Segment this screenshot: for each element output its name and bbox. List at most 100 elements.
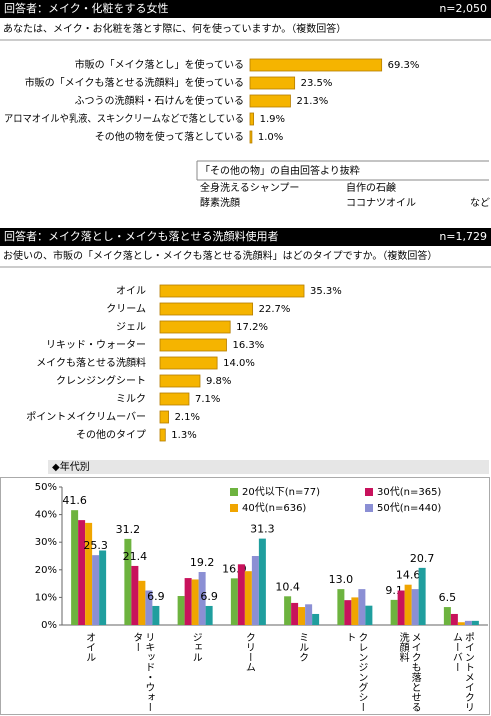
note-item: 全身洗えるシャンプー xyxy=(200,181,299,194)
value-label: 16.3% xyxy=(233,340,265,351)
value-label: 31.2 xyxy=(116,523,141,536)
bar xyxy=(184,578,192,625)
bar xyxy=(344,600,352,625)
legend-label: 20代以下(n=77) xyxy=(242,486,320,498)
bar xyxy=(92,555,100,625)
sample-size: n=2,050 xyxy=(439,2,487,15)
bar xyxy=(365,605,373,625)
category-label: メイクも落とせる洗顔料 xyxy=(36,356,146,369)
value-label: 6.9 xyxy=(147,590,165,603)
legend-label: 30代(n=365) xyxy=(377,486,441,498)
value-label: 7.1% xyxy=(195,394,220,405)
category-label: ふつうの洗顔料・石けんを使っている xyxy=(75,94,245,107)
bar xyxy=(249,58,383,72)
note-item: 自作の石鹸 xyxy=(346,181,396,194)
value-label: 25.3 xyxy=(83,539,108,552)
bar xyxy=(457,622,465,625)
bar xyxy=(244,571,252,625)
x-tick-label: ミルク xyxy=(296,632,308,662)
bar xyxy=(249,130,253,144)
value-label: 1.0% xyxy=(258,132,283,143)
category-label: その他のタイプ xyxy=(76,428,146,441)
bar xyxy=(390,599,398,625)
note-title: 「その他の物」の自由回答より抜粋 xyxy=(200,164,360,177)
value-label: 31.3 xyxy=(250,523,275,536)
bar xyxy=(312,613,320,625)
bar xyxy=(124,538,132,625)
value-label: 14.0% xyxy=(223,358,255,369)
sample-size: n=1,729 xyxy=(439,230,487,243)
bar xyxy=(159,410,169,424)
legend-swatch xyxy=(365,488,373,496)
category-label: オイル xyxy=(116,285,146,297)
respondents: 回答者：メイク落とし・メイクも落とせる洗顔料使用者 xyxy=(4,229,279,243)
note-item: ココナツオイル xyxy=(346,197,416,209)
bar xyxy=(159,302,254,316)
value-label: 9.8% xyxy=(206,376,231,387)
value-label: 19.2 xyxy=(190,556,215,569)
value-label: 21.4 xyxy=(123,550,148,563)
category-label: ミルク xyxy=(116,393,146,405)
bar xyxy=(152,605,160,625)
bar xyxy=(145,590,153,625)
note-item: など xyxy=(470,197,490,209)
header-bar xyxy=(0,0,491,18)
bar xyxy=(159,392,190,406)
value-label: 1.3% xyxy=(171,430,196,441)
chart-frame xyxy=(0,477,490,715)
x-tick-label: リキッド・ウォーター xyxy=(130,632,154,712)
value-label: 6.5 xyxy=(439,591,457,604)
category-label: クリーム xyxy=(106,303,146,315)
value-label: 10.4 xyxy=(275,580,300,593)
category-label: 市販の「メイク落とし」を使っている xyxy=(75,58,244,71)
value-label: 14.6 xyxy=(396,569,421,582)
bar xyxy=(450,613,458,625)
value-label: 13.0 xyxy=(329,573,354,586)
header-bar xyxy=(0,228,491,246)
note-item: 酵素洗顔 xyxy=(200,196,240,209)
value-label: 69.3% xyxy=(388,60,420,71)
bar xyxy=(78,520,86,625)
y-tick-label: 10% xyxy=(35,592,57,603)
bar xyxy=(159,284,305,298)
category-label: その他の物を使って落としている xyxy=(95,130,244,143)
bar xyxy=(464,620,472,625)
bar xyxy=(258,538,266,625)
bar xyxy=(249,112,255,126)
bar xyxy=(337,589,345,625)
bar xyxy=(291,602,299,625)
bar xyxy=(305,604,313,625)
bar xyxy=(99,550,107,625)
legend-swatch xyxy=(230,504,238,512)
bar xyxy=(471,620,479,625)
y-tick-label: 40% xyxy=(35,510,57,521)
x-tick-label: ポイントメイクリムーバー xyxy=(450,632,474,712)
category-label: 市販の「メイクも落とせる洗顔料」を使っている xyxy=(25,76,244,89)
value-label: 6.9 xyxy=(200,590,218,603)
bar xyxy=(351,597,359,625)
value-label: 17.2% xyxy=(236,322,268,333)
category-label: クレンジングシート xyxy=(56,374,146,387)
question: あなたは、メイク・お化粧を落とす際に、何を使っていますか。（複数回答） xyxy=(3,22,346,35)
legend-swatch xyxy=(365,504,373,512)
bar xyxy=(191,579,199,625)
bar xyxy=(298,607,306,625)
y-tick-label: 20% xyxy=(35,565,57,576)
value-label: 23.5% xyxy=(301,78,333,89)
value-label: 21.3% xyxy=(296,96,328,107)
x-tick-label: メイクも落とせる洗顔料 xyxy=(397,632,421,712)
x-tick-label: オイル xyxy=(83,632,95,662)
section-bar xyxy=(48,460,489,474)
bar xyxy=(251,556,259,625)
bar xyxy=(284,596,292,625)
bar xyxy=(71,510,79,625)
bar xyxy=(418,567,426,625)
value-label: 22.7% xyxy=(259,304,291,315)
bar xyxy=(249,94,291,108)
bar xyxy=(131,565,139,625)
value-label: 35.3% xyxy=(310,286,342,297)
y-tick-label: 50% xyxy=(35,482,57,493)
bar xyxy=(205,605,213,625)
